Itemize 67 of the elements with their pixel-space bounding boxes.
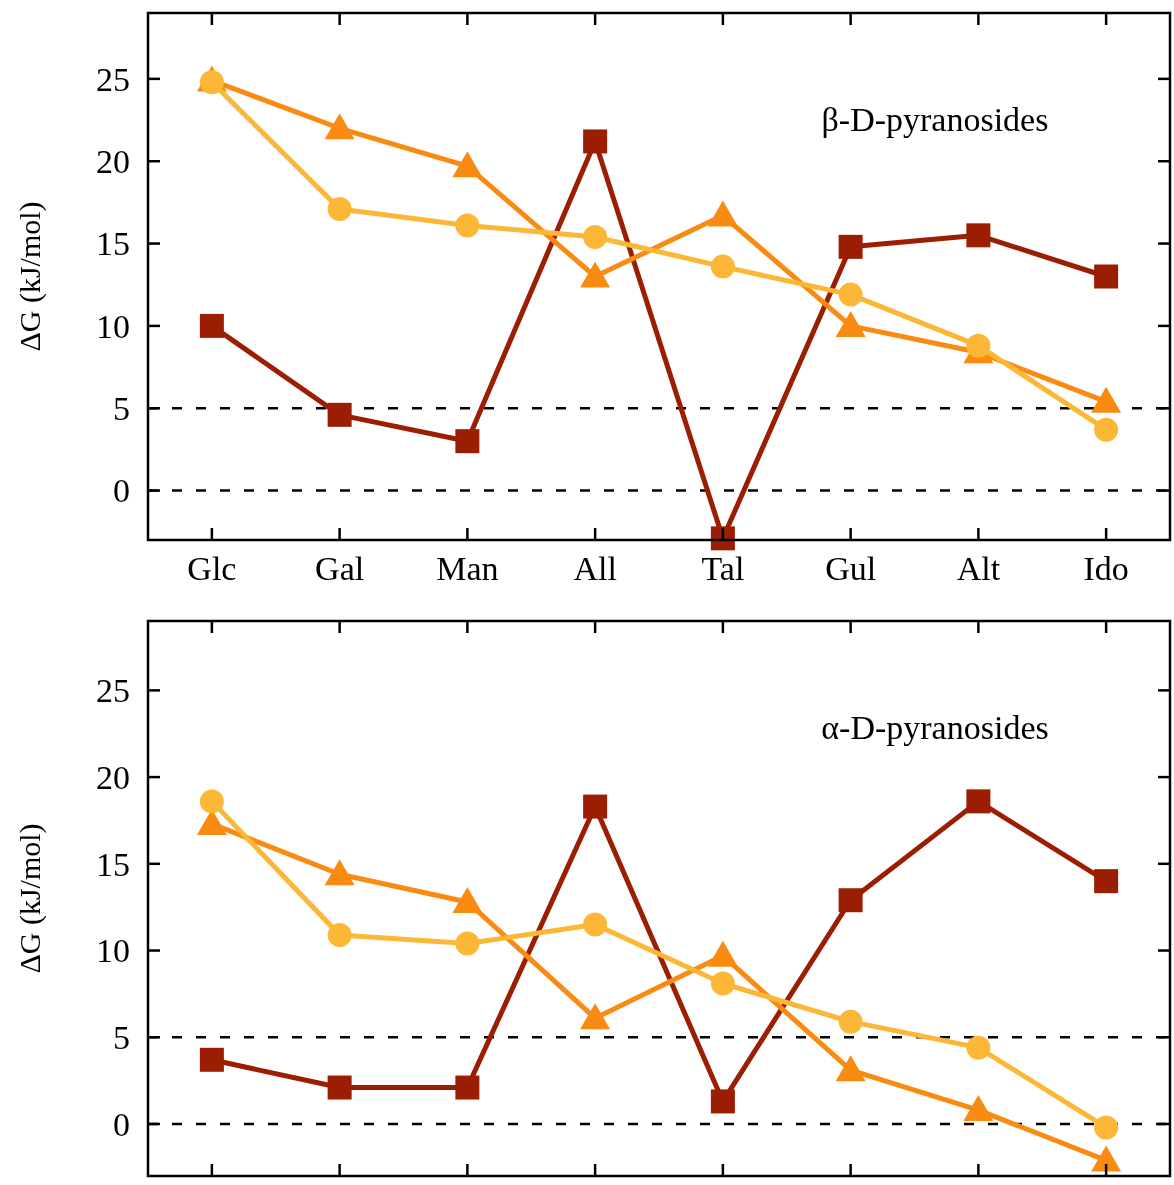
point [838, 1009, 863, 1034]
point [199, 789, 224, 814]
point [324, 859, 355, 886]
y-axis-title: ΔG (kJ/mol) [13, 201, 47, 352]
point [455, 429, 480, 454]
y-tick-label: 25 [96, 60, 130, 98]
y-tick-label: 20 [96, 758, 130, 796]
point [838, 888, 863, 913]
point [455, 1075, 480, 1100]
point [580, 261, 611, 288]
y-tick-label: 0 [113, 1105, 130, 1143]
x-tick-label: Gal [315, 550, 365, 587]
point [835, 310, 866, 337]
point [455, 213, 480, 238]
point [199, 1047, 224, 1072]
point [583, 794, 608, 819]
y-tick-label: 5 [113, 390, 130, 428]
point [199, 313, 224, 338]
y-tick-label: 10 [96, 932, 130, 970]
point [327, 402, 352, 427]
point [1094, 417, 1119, 442]
point [966, 223, 991, 248]
point [324, 113, 355, 140]
point [452, 151, 483, 178]
point [1091, 386, 1122, 413]
point [966, 333, 991, 358]
point [707, 940, 738, 967]
annotation: β-D-pyranosides [821, 101, 1049, 138]
y-axis-title: ΔG (kJ/mol) [13, 823, 47, 974]
x-tick-label: Tal [701, 550, 745, 587]
y-tick-label: 0 [113, 472, 130, 510]
point [707, 200, 738, 227]
point [838, 282, 863, 307]
point [1094, 869, 1119, 894]
x-tick-label: Gul [825, 550, 877, 587]
point [966, 1035, 991, 1060]
point [966, 789, 991, 814]
point [1091, 1145, 1122, 1172]
point [835, 1055, 866, 1082]
y-tick-label: 20 [96, 143, 130, 181]
annotation: α-D-pyranosides [821, 709, 1049, 746]
point [327, 1075, 352, 1100]
y-tick-label: 15 [96, 845, 130, 883]
point [455, 931, 480, 956]
y-tick-label: 25 [96, 672, 130, 710]
point [327, 196, 352, 221]
point [1094, 1115, 1119, 1140]
point [963, 1095, 994, 1122]
point [710, 1089, 735, 1114]
y-tick-label: 10 [96, 307, 130, 345]
point [583, 912, 608, 937]
x-tick-label: Alt [956, 550, 1001, 587]
point [710, 254, 735, 279]
point [327, 922, 352, 947]
point [583, 129, 608, 154]
x-tick-label: All [573, 550, 617, 587]
point [710, 526, 735, 551]
point [710, 971, 735, 996]
y-tick-label: 15 [96, 225, 130, 263]
point [580, 1003, 611, 1030]
x-tick-label: Man [436, 550, 499, 587]
point [583, 224, 608, 249]
point [838, 234, 863, 259]
x-tick-label: Ido [1083, 550, 1129, 587]
y-tick-label: 5 [113, 1019, 130, 1057]
point [1094, 264, 1119, 289]
x-tick-label: Glc [187, 550, 237, 587]
